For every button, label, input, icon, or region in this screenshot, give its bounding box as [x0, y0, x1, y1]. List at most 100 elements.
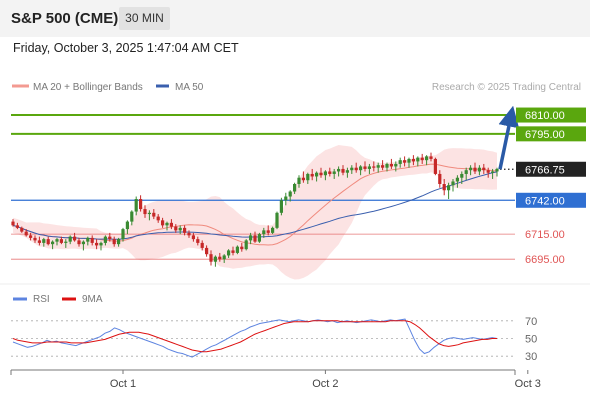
watermark: Research © 2025 Trading Central [432, 82, 581, 93]
candle-body [416, 157, 420, 162]
candle [29, 232, 33, 241]
candle-body [244, 240, 248, 250]
candle-body [15, 225, 19, 228]
candle-body [59, 239, 63, 243]
candle-body [350, 167, 354, 171]
candle [376, 162, 380, 173]
level-label-text: 6742.00 [525, 195, 565, 207]
candle-body [315, 172, 319, 177]
candle [222, 254, 226, 263]
candle [77, 237, 81, 247]
candle-body [372, 166, 376, 168]
candle [81, 240, 85, 251]
candle-body [398, 160, 402, 164]
candle-body [86, 237, 90, 242]
candle [464, 167, 468, 181]
candle [178, 225, 182, 235]
candle-body [11, 221, 15, 226]
candle [293, 182, 297, 195]
candle [257, 232, 261, 243]
candle-body [403, 160, 407, 163]
candle-body [156, 216, 160, 221]
candle [345, 167, 349, 178]
candle-body [165, 222, 169, 226]
candle [11, 219, 15, 227]
rsi-ma-legend-label: 9MA [82, 294, 103, 305]
rsi-ma-line [12, 320, 497, 353]
candle-body [389, 163, 393, 167]
candlesticks [11, 152, 499, 267]
candle-body [271, 227, 275, 233]
level-label-box [516, 126, 586, 142]
level-label-box [516, 161, 586, 177]
candle-body [293, 183, 297, 192]
candle-body [134, 199, 138, 212]
candle-body [178, 227, 182, 231]
candle-body [174, 226, 178, 231]
candle [491, 168, 495, 179]
chart-header: S&P 500 (CME) 30 MIN [0, 0, 590, 37]
candle-body [319, 172, 323, 176]
candle [323, 170, 327, 181]
candle-body [139, 199, 143, 210]
candle [125, 220, 129, 235]
candle-body [429, 156, 433, 159]
candle-body [68, 236, 72, 242]
candle [235, 245, 239, 255]
candle [134, 196, 138, 216]
candle-body [218, 256, 222, 260]
candle [59, 236, 63, 245]
candle [306, 172, 310, 184]
level-label-pivot: 6742.00 [516, 192, 586, 208]
level-label-last: 6766.75 [516, 161, 586, 177]
rsi-line [12, 318, 498, 358]
candle [288, 190, 292, 202]
candle-body [227, 250, 231, 256]
candle [24, 229, 28, 237]
level-label-support: 6715.00 [525, 229, 565, 241]
candle [196, 236, 200, 246]
candle-body [77, 240, 81, 245]
candle-body [147, 212, 151, 215]
candle-body [473, 167, 477, 172]
candle [37, 236, 41, 246]
candle [332, 168, 336, 179]
candle [55, 237, 59, 246]
datetime-label: Friday, October 3, 2025 1:47:04 AM CET [13, 41, 239, 55]
candle-body [112, 239, 116, 245]
candle-body [297, 177, 301, 184]
candle-body [491, 171, 495, 173]
level-label-text: 6715.00 [525, 229, 565, 241]
candle-body [275, 212, 279, 228]
candle-body [381, 165, 385, 168]
candle-body [306, 173, 310, 181]
candle-body [455, 177, 459, 182]
candle [86, 236, 90, 246]
candle [403, 156, 407, 167]
candle [117, 237, 121, 247]
candle [469, 165, 473, 176]
candle [425, 155, 429, 166]
candle [121, 227, 125, 242]
x-tick-label: Oct 1 [110, 378, 136, 390]
candle-body [64, 241, 68, 243]
timeframe-badge[interactable]: 30 MIN [119, 7, 170, 30]
candle-body [205, 247, 209, 255]
candle [394, 161, 398, 172]
candle-body [367, 166, 371, 169]
candle-body [266, 230, 270, 233]
candle-body [301, 177, 305, 181]
candle-body [328, 171, 332, 174]
candle [103, 235, 107, 246]
level-label-support: 6695.00 [525, 254, 565, 266]
candle-body [196, 239, 200, 243]
rsi-tick-label: 70 [525, 316, 537, 328]
candle-body [90, 237, 94, 243]
candle [64, 239, 68, 248]
candle-body [477, 167, 481, 172]
candle [455, 175, 459, 188]
candle-body [486, 170, 490, 173]
candle [169, 219, 173, 230]
level-label-text: 6810.00 [525, 110, 565, 122]
candle [95, 239, 99, 250]
